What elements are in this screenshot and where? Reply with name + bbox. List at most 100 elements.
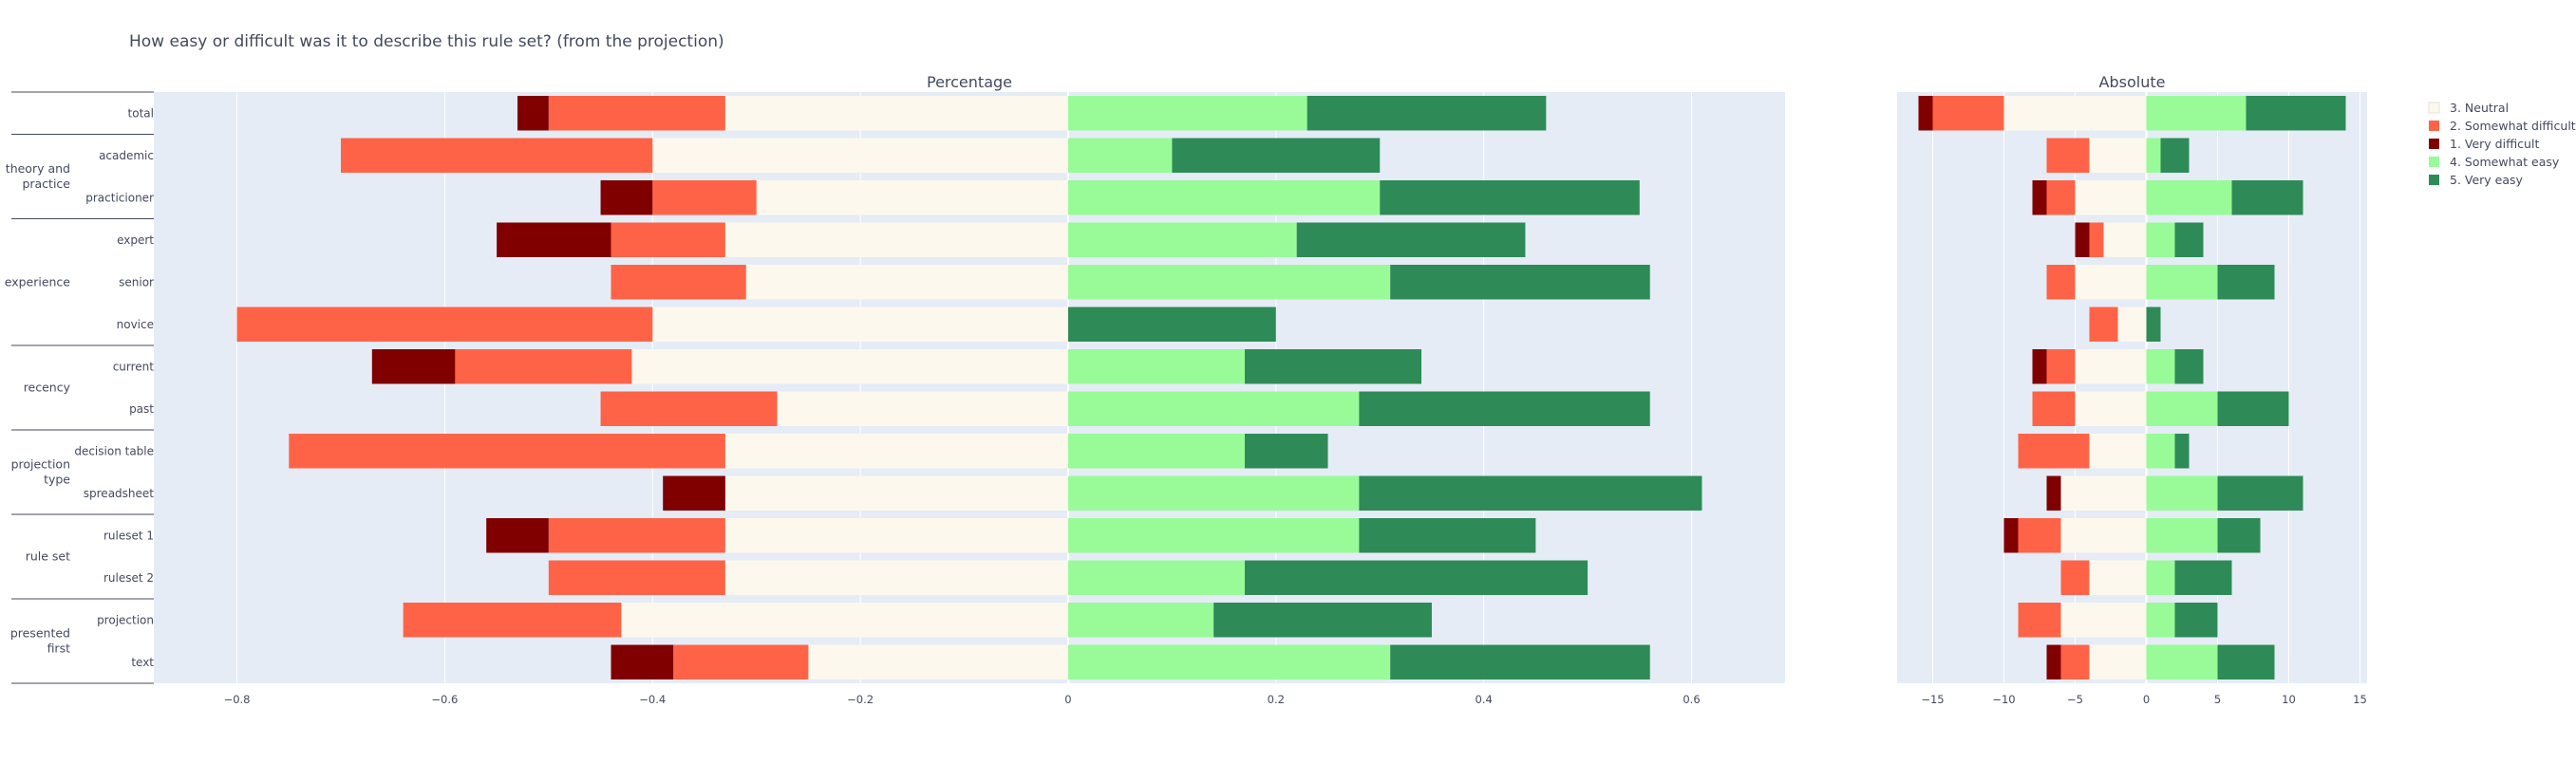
bar-somewhat-easy bbox=[2146, 96, 2247, 131]
bar-very-difficult bbox=[611, 644, 674, 679]
bar-very-difficult bbox=[2032, 349, 2047, 384]
bar-somewhat-easy bbox=[2146, 434, 2175, 469]
bar-somewhat-difficult bbox=[548, 518, 725, 553]
group-label: theory and bbox=[6, 161, 70, 176]
bar-neutral bbox=[724, 518, 1068, 553]
legend-swatch-very-difficult bbox=[2429, 139, 2439, 149]
bar-neutral bbox=[2003, 96, 2147, 131]
group-label: presented bbox=[10, 626, 70, 641]
x-tick-label: 5 bbox=[2214, 693, 2221, 706]
chart-layer: −0.8 −0.6 −0.4 −0.2 0 0.2 0.4 0.6 Percentage −15 −… bbox=[5, 73, 2576, 706]
group-label: type bbox=[44, 473, 70, 487]
bar-somewhat-difficult bbox=[2032, 391, 2076, 426]
category-label: total bbox=[128, 106, 154, 120]
bar-neutral bbox=[2075, 349, 2147, 384]
x-tick-label: −0.6 bbox=[431, 693, 458, 706]
bar-somewhat-easy bbox=[2146, 560, 2175, 595]
bar-somewhat-difficult bbox=[1932, 96, 2004, 131]
category-label: novice bbox=[117, 318, 154, 331]
bar-neutral bbox=[2089, 434, 2147, 469]
bar-neutral bbox=[631, 349, 1068, 384]
bar-very-easy bbox=[1213, 603, 1432, 638]
group-label: first bbox=[47, 642, 71, 656]
category-label: text bbox=[131, 656, 154, 669]
bar-very-easy bbox=[2174, 222, 2204, 257]
category-label: spreadsheet bbox=[84, 487, 155, 500]
bar-somewhat-difficult bbox=[2046, 349, 2076, 384]
bar-very-easy bbox=[2217, 475, 2303, 511]
bar-very-difficult bbox=[2075, 222, 2090, 257]
bar-somewhat-easy bbox=[2146, 349, 2175, 384]
category-label: current bbox=[113, 360, 155, 373]
legend-swatch-somewhat-easy bbox=[2429, 157, 2439, 167]
bar-very-easy bbox=[1244, 434, 1328, 469]
bar-very-easy bbox=[2174, 349, 2204, 384]
bar-very-easy bbox=[1380, 180, 1640, 215]
x-tick-label: 0 bbox=[2143, 693, 2150, 706]
bar-neutral bbox=[808, 644, 1068, 679]
bar-very-easy bbox=[2217, 265, 2275, 300]
bar-very-easy bbox=[1307, 96, 1547, 131]
category-label: practicioner bbox=[85, 191, 154, 204]
bar-somewhat-easy bbox=[1067, 603, 1214, 638]
bar-somewhat-easy bbox=[1067, 180, 1381, 215]
bar-somewhat-difficult bbox=[2046, 138, 2090, 173]
bar-very-easy bbox=[1390, 644, 1650, 679]
bar-somewhat-easy bbox=[1067, 560, 1245, 595]
bar-neutral bbox=[2060, 603, 2147, 638]
bar-somewhat-easy bbox=[1067, 138, 1173, 173]
bar-somewhat-difficult bbox=[2089, 307, 2118, 342]
x-tick-label: 0.6 bbox=[1683, 693, 1700, 706]
bar-very-easy bbox=[2246, 96, 2346, 131]
panel-title: Percentage bbox=[927, 73, 1012, 91]
bar-neutral bbox=[724, 560, 1068, 595]
bar-somewhat-easy bbox=[2146, 391, 2218, 426]
bar-very-difficult bbox=[2003, 518, 2019, 553]
bar-somewhat-difficult bbox=[289, 434, 725, 469]
legend-swatch-somewhat-difficult bbox=[2429, 121, 2439, 131]
bar-neutral bbox=[2075, 180, 2147, 215]
bar-very-easy bbox=[1296, 222, 1526, 257]
bar-neutral bbox=[777, 391, 1068, 426]
bar-very-difficult bbox=[2046, 644, 2061, 679]
x-tick-label: −0.2 bbox=[847, 693, 874, 706]
category-label: senior bbox=[119, 275, 154, 288]
category-label: expert bbox=[117, 233, 154, 247]
bar-somewhat-easy bbox=[2146, 222, 2175, 257]
panel-title: Absolute bbox=[2099, 73, 2166, 91]
bar-somewhat-easy bbox=[1067, 518, 1360, 553]
chart-title: How easy or difficult was it to describe… bbox=[129, 32, 724, 51]
bar-somewhat-easy bbox=[2146, 475, 2218, 511]
x-tick-label: 0 bbox=[1064, 693, 1071, 706]
bar-neutral bbox=[745, 265, 1068, 300]
bar-very-easy bbox=[1244, 349, 1422, 384]
bar-very-easy bbox=[1244, 560, 1589, 595]
bar-very-difficult bbox=[497, 222, 611, 257]
category-label: ruleset 1 bbox=[103, 529, 154, 542]
bar-neutral bbox=[2075, 391, 2147, 426]
bar-somewhat-easy bbox=[1067, 96, 1307, 131]
bar-very-easy bbox=[1067, 307, 1276, 342]
bar-neutral bbox=[652, 307, 1068, 342]
bar-neutral bbox=[2117, 307, 2147, 342]
bar-neutral bbox=[2103, 222, 2147, 257]
legend-label: 4. Somewhat easy bbox=[2450, 155, 2560, 169]
group-label: practice bbox=[22, 177, 70, 191]
bar-somewhat-difficult bbox=[2046, 265, 2076, 300]
bar-very-difficult bbox=[371, 349, 456, 384]
bar-very-easy bbox=[1172, 138, 1381, 173]
bar-somewhat-difficult bbox=[2018, 434, 2090, 469]
bar-somewhat-easy bbox=[1067, 644, 1391, 679]
bar-very-easy bbox=[2174, 603, 2218, 638]
bar-very-easy bbox=[2231, 180, 2303, 215]
bar-neutral bbox=[724, 222, 1068, 257]
x-tick-label: 0.4 bbox=[1476, 693, 1493, 706]
bar-somewhat-difficult bbox=[2060, 644, 2090, 679]
bar-neutral bbox=[724, 475, 1068, 511]
bar-very-easy bbox=[2160, 138, 2190, 173]
x-tick-label: −0.8 bbox=[224, 693, 251, 706]
bar-very-easy bbox=[2217, 644, 2275, 679]
bar-somewhat-difficult bbox=[2046, 180, 2076, 215]
